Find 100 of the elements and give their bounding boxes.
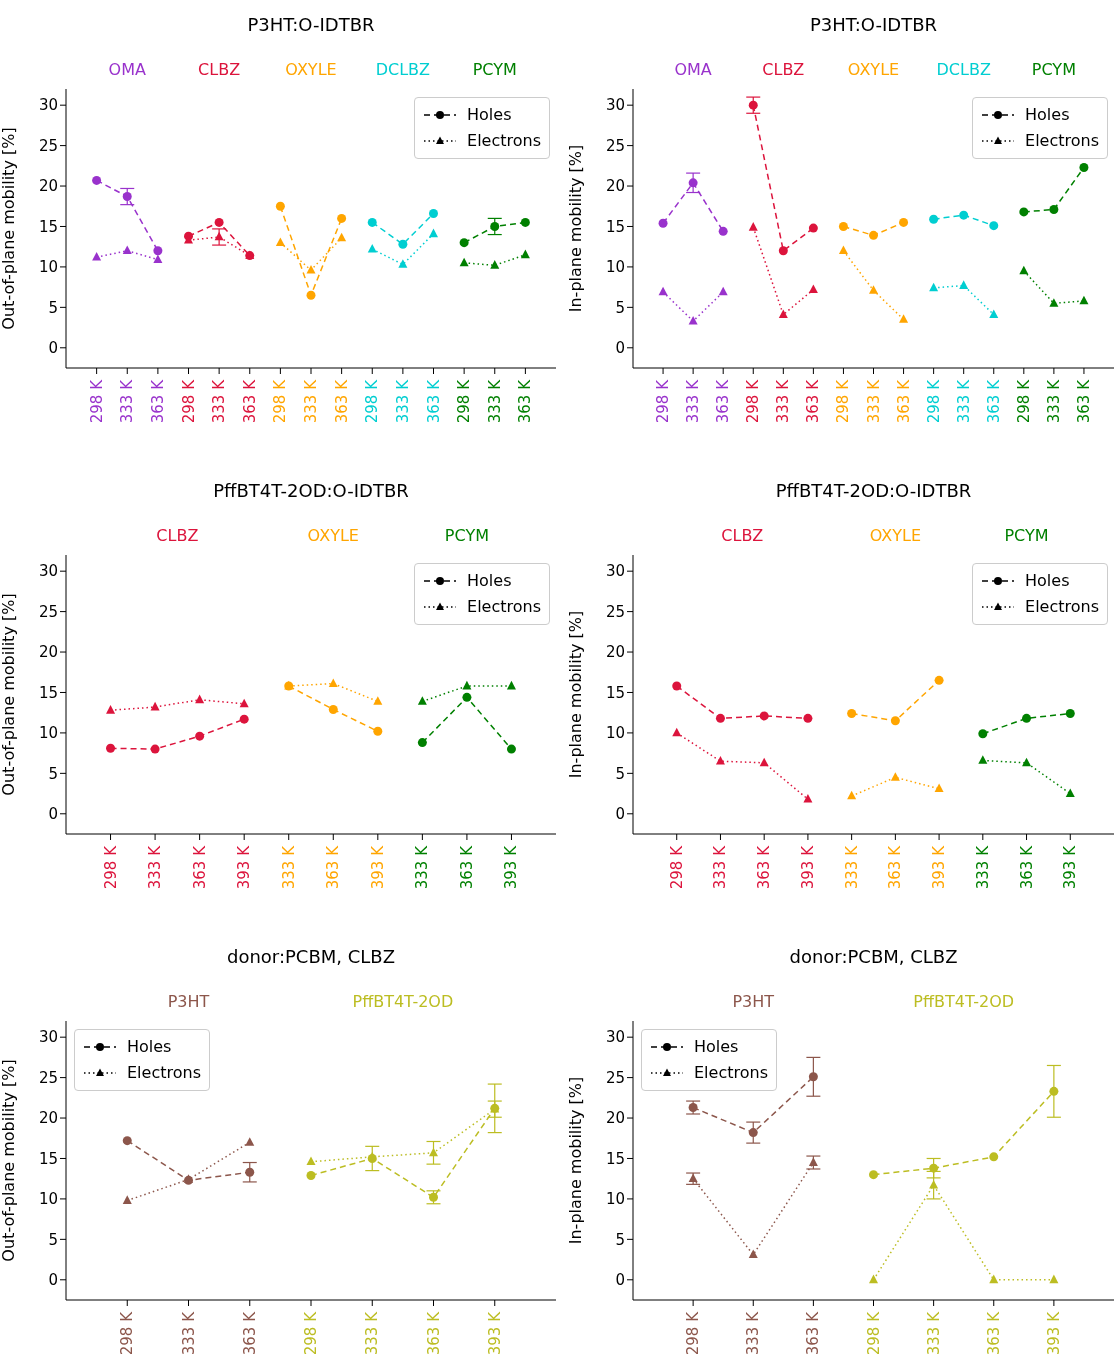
y-tick-label: 0 — [48, 805, 58, 824]
y-tick-label: 30 — [38, 1028, 58, 1047]
x-tick-label: 393 K — [1044, 1310, 1063, 1354]
y-tick-label: 5 — [615, 764, 625, 783]
text: PCYM — [443, 526, 490, 545]
x-tick-label: 333 K — [1044, 378, 1063, 424]
y-axis-title: In-plane mobility [%] — [565, 144, 585, 313]
x-tick-label: 363 K — [148, 378, 167, 424]
x-tick-label: 333 K — [118, 378, 137, 424]
x-tick-label: 298 K — [654, 378, 673, 424]
y-tick-label: 20 — [38, 643, 58, 662]
x-tick-label: 363 K — [984, 1310, 1003, 1354]
x-tick-label: 363 K — [714, 378, 733, 424]
x-tick-label: 298 K — [455, 378, 474, 424]
x-tick-label: 298 K — [1014, 378, 1033, 424]
x-tick-label: 333 K — [711, 844, 730, 890]
x-tick-label: 363 K — [240, 378, 259, 424]
x-tick-label: 363 K — [755, 844, 774, 890]
x-tick-label: 363 K — [424, 378, 443, 424]
y-tick-label: 10 — [605, 258, 625, 277]
y-tick-label: 10 — [38, 724, 58, 743]
text: PffBT4T-2OD — [351, 992, 455, 1011]
text: PffBT4T-2OD — [912, 992, 1016, 1011]
y-tick-label: 5 — [48, 764, 58, 783]
y-axis-title: In-plane mobility [%] — [565, 610, 585, 779]
x-tick-label: 363 K — [516, 378, 535, 424]
legend-label: Holes — [127, 1036, 172, 1058]
x-tick-label: 393 K — [930, 844, 949, 890]
x-tick-label: 333 K — [413, 844, 432, 890]
y-tick-label: 0 — [615, 805, 625, 824]
chart-title: donor:PCBM, CLBZ — [226, 946, 396, 967]
x-tick-label: 363 K — [1074, 378, 1093, 424]
y-tick-label: 20 — [605, 643, 625, 662]
x-tick-label: 333 K — [924, 1310, 943, 1354]
y-tick-label: 10 — [38, 258, 58, 277]
legend-label: Holes — [467, 104, 512, 126]
y-tick-label: 5 — [615, 1230, 625, 1249]
y-tick-label: 15 — [38, 1149, 58, 1168]
y-tick-label: 10 — [605, 724, 625, 743]
x-tick-label: 298 K — [101, 844, 120, 890]
x-tick-label: 333 K — [842, 844, 861, 890]
y-tick-label: 20 — [38, 177, 58, 196]
y-tick-label: 30 — [605, 1028, 625, 1047]
text: CLBZ — [198, 60, 241, 79]
x-tick-label: 363 K — [240, 1310, 259, 1354]
y-tick-label: 20 — [605, 1109, 625, 1128]
x-tick-label: 363 K — [1017, 844, 1036, 890]
x-tick-label: 363 K — [894, 378, 913, 424]
legend-label: Holes — [1025, 570, 1070, 592]
x-tick-label: 333 K — [774, 378, 793, 424]
y-tick-label: 25 — [605, 136, 625, 155]
legend-label: Electrons — [1025, 596, 1099, 618]
legend-label: Electrons — [1025, 130, 1099, 152]
x-tick-label: 298 K — [684, 1310, 703, 1354]
x-tick-label: 363 K — [332, 378, 351, 424]
y-tick-label: 30 — [38, 96, 58, 115]
x-tick-label: 363 K — [324, 844, 343, 890]
x-tick-label: 298 K — [744, 378, 763, 424]
x-tick-label: 333 K — [363, 1310, 382, 1354]
text: PCYM — [1003, 526, 1050, 545]
y-tick-label: 10 — [38, 1190, 58, 1209]
legend-label: Holes — [467, 570, 512, 592]
x-tick-label: 363 K — [984, 378, 1003, 424]
x-tick-label: 298 K — [271, 378, 290, 424]
y-tick-label: 30 — [38, 562, 58, 581]
chart-title: P3HT:O-IDTBR — [246, 14, 376, 35]
legend-label: Electrons — [467, 130, 541, 152]
text: PCYM — [472, 60, 517, 79]
x-tick-label: 363 K — [804, 1310, 823, 1354]
x-tick-label: 298 K — [179, 378, 198, 424]
y-tick-label: 10 — [605, 1190, 625, 1209]
text: CLBZ — [762, 60, 805, 79]
x-tick-label: 333 K — [684, 378, 703, 424]
y-tick-label: 15 — [605, 683, 625, 702]
x-tick-label: 393 K — [235, 844, 254, 890]
text: PCYM — [1031, 60, 1076, 79]
y-tick-label: 15 — [605, 1149, 625, 1168]
x-tick-label: 333 K — [954, 378, 973, 424]
y-tick-label: 5 — [615, 298, 625, 317]
x-tick-label: 298 K — [864, 1310, 883, 1354]
x-tick-label: 298 K — [87, 378, 106, 424]
legend-label: Electrons — [694, 1062, 768, 1084]
x-tick-label: 333 K — [302, 378, 320, 424]
x-tick-label: 298 K — [302, 1310, 320, 1354]
text: DCLBZ — [936, 60, 991, 79]
y-tick-label: 0 — [615, 1271, 625, 1290]
y-axis-title: Out-of-plane mobility [%] — [0, 593, 18, 796]
x-tick-label: 363 K — [804, 378, 823, 424]
y-tick-label: 25 — [38, 602, 58, 621]
y-axis-title: Out-of-plane mobility [%] — [0, 127, 18, 330]
y-axis-title: Out-of-plane mobility [%] — [0, 1059, 18, 1262]
y-tick-label: 20 — [38, 1109, 58, 1128]
y-tick-label: 0 — [48, 339, 58, 358]
y-tick-label: 20 — [605, 177, 625, 196]
x-tick-label: 333 K — [744, 1310, 763, 1354]
x-tick-label: 393 K — [368, 844, 387, 890]
y-tick-label: 30 — [605, 562, 625, 581]
x-tick-label: 333 K — [393, 378, 412, 424]
x-tick-label: 363 K — [424, 1310, 443, 1354]
x-tick-label: 298 K — [363, 378, 382, 424]
